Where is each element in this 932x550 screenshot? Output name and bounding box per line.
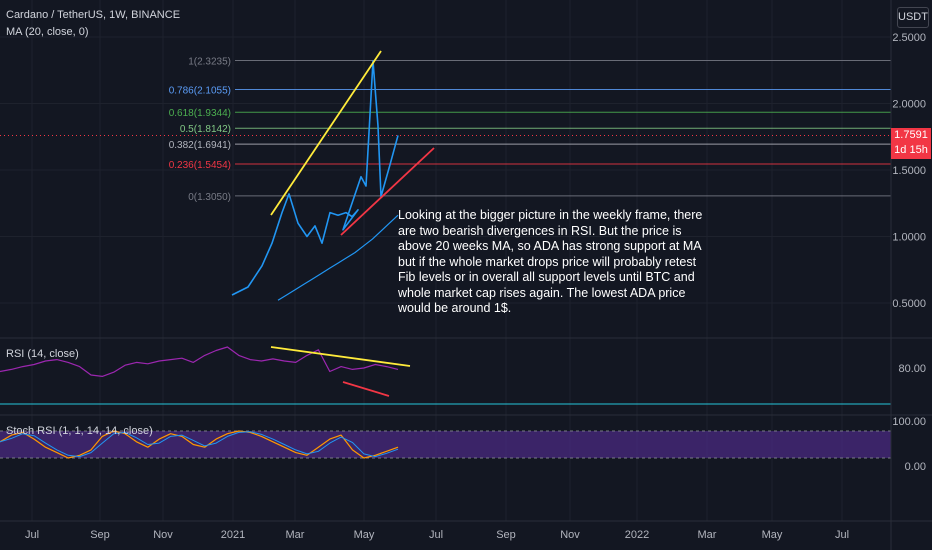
- symbol-legend: Cardano / TetherUS, 1W, BINANCE: [6, 9, 181, 21]
- price-tick-label: 1.5000: [892, 165, 926, 177]
- stoch-k-line: [0, 431, 399, 458]
- fib-level-label: 1(2.3235): [188, 56, 231, 67]
- last-price-value: 1.7591: [894, 129, 928, 141]
- x-tick-label: Jul: [835, 529, 849, 541]
- rsi-divergence-line: [270, 346, 411, 367]
- x-tick-label: Mar: [286, 529, 305, 541]
- x-tick-label: 2022: [625, 529, 649, 541]
- price-tick-label: 1.0000: [892, 232, 926, 244]
- x-tick-label: May: [762, 529, 783, 541]
- fib-level-label: 0.5(1.8142): [180, 124, 231, 135]
- ma-series-line: [277, 214, 399, 301]
- rsi-tick-label: 80.00: [898, 363, 926, 375]
- rsi-pane-label: RSI (14, close): [6, 348, 79, 360]
- x-tick-label: Sep: [496, 529, 516, 541]
- fib-level-label: 0(1.3050): [188, 192, 231, 203]
- x-tick-label: 2021: [221, 529, 245, 541]
- last-price-badge: 1.7591 1d 15h: [891, 128, 931, 159]
- rsi-divergence-line: [342, 381, 390, 397]
- price-tick-label: 0.5000: [892, 298, 926, 310]
- analysis-note[interactable]: Looking at the bigger picture in the wee…: [398, 208, 703, 315]
- currency-unit-button[interactable]: USDT: [897, 7, 929, 28]
- support-trendline: [340, 147, 435, 236]
- ma-legend: MA (20, close, 0): [6, 26, 89, 38]
- stoch-d-line: [0, 430, 399, 459]
- x-tick-label: May: [354, 529, 375, 541]
- stoch-tick-label: 100.00: [892, 416, 926, 428]
- stoch-tick-label: 0.00: [905, 461, 926, 473]
- rsi-line: [0, 346, 399, 377]
- x-tick-label: Nov: [560, 529, 580, 541]
- price-tick-label: 2.0000: [892, 99, 926, 111]
- x-tick-label: Jul: [429, 529, 443, 541]
- x-tick-label: Jul: [25, 529, 39, 541]
- x-tick-label: Mar: [698, 529, 717, 541]
- x-tick-label: Nov: [153, 529, 173, 541]
- resistance-trendline: [270, 50, 382, 216]
- price-series-line: [231, 60, 399, 296]
- price-tick-label: 2.5000: [892, 32, 926, 44]
- stoch-rsi-pane-label: Stoch RSI (1, 1, 14, 14, close): [6, 425, 153, 437]
- x-tick-label: Sep: [90, 529, 110, 541]
- fib-level-label: 0.382(1.6941): [169, 140, 231, 151]
- fib-level-label: 0.786(2.1055): [169, 85, 231, 96]
- fib-level-label: 0.618(1.9344): [169, 108, 231, 119]
- bar-countdown: 1d 15h: [894, 144, 928, 156]
- fib-level-label: 0.236(1.5454): [169, 160, 231, 171]
